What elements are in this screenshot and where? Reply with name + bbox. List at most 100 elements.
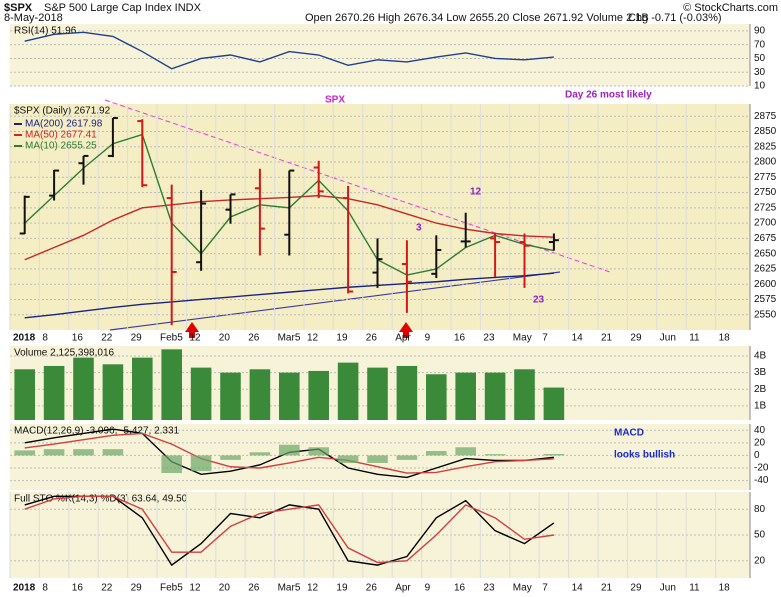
x-tick-label: 26 <box>248 333 260 344</box>
y-tick-label: 2650 <box>754 248 777 259</box>
y-tick-label: 2700 <box>754 218 777 229</box>
annotation: MACD <box>614 428 644 439</box>
x-tick-label: 9 <box>425 583 431 594</box>
x-tick-label: 18 <box>719 333 731 344</box>
y-tick-label: 2825 <box>754 141 777 152</box>
bar <box>396 365 418 420</box>
y-tick-label: 50 <box>754 53 766 64</box>
x-tick-label: May <box>513 333 532 344</box>
histogram-bar <box>426 451 447 456</box>
annotation: SPX <box>325 95 345 106</box>
histogram-bar <box>543 453 565 456</box>
y-tick-label: 80 <box>754 504 766 515</box>
line <box>24 495 555 564</box>
x-tick-label: 8 <box>42 333 48 344</box>
y-tick-label: 2725 <box>754 202 777 213</box>
y-tick-label: 50 <box>754 530 766 541</box>
bar <box>102 364 124 420</box>
x-tick-label: 11 <box>689 333 700 344</box>
x-tick-label: Mar5 <box>278 583 301 594</box>
y-tick-label: -40 <box>754 475 769 486</box>
x-tick-label: Jun <box>660 583 676 594</box>
x-tick-label: Feb5 <box>160 333 183 344</box>
trendline <box>104 99 611 273</box>
x-tick-label: 12 <box>189 333 201 344</box>
x-tick-label: 8 <box>42 583 48 594</box>
bar <box>367 367 388 420</box>
histogram-bar <box>367 455 388 463</box>
histogram-bar <box>279 444 300 456</box>
x-tick-label: 16 <box>72 333 84 344</box>
legend-label: MA(50) 2677.41 <box>25 130 97 141</box>
x-tick-label: 22 <box>101 583 113 594</box>
bar <box>132 357 153 420</box>
panel-title: Full STO %K(14,3) %D(3) 63.64, 49.50 <box>14 494 188 505</box>
x-tick-label: Jun <box>660 333 676 344</box>
x-tick-label: 29 <box>131 333 143 344</box>
histogram-bar <box>190 455 212 472</box>
y-tick-label: 4B <box>754 351 767 362</box>
annotations: SPX Day 26 most likely 3 12 23 MACD look… <box>325 90 675 461</box>
x-tick-label: 14 <box>572 333 584 344</box>
histogram-bar <box>396 455 418 460</box>
x-tick-label: 20 <box>219 333 231 344</box>
bar <box>43 365 65 420</box>
x-tick-label: 2018 <box>13 583 36 594</box>
y-tick-label: -20 <box>754 463 769 474</box>
x-tick-label: Feb5 <box>160 583 183 594</box>
panel-title: Volume 2,125,398,016 <box>14 348 115 359</box>
bar <box>543 387 565 420</box>
x-tick-label: 7 <box>542 583 548 594</box>
x-tick-label: 29 <box>630 333 642 344</box>
y-tick-label: 2575 <box>754 294 777 305</box>
symbol: $SPX <box>4 2 33 14</box>
annotation: Day 26 most likely <box>565 90 652 101</box>
y-tick-label: 2B <box>754 384 767 395</box>
y-tick-label: 30 <box>754 67 766 78</box>
annotation: 3 <box>416 223 422 234</box>
y-tick-label: 40 <box>754 425 766 436</box>
legend-label: MA(10) 2655.25 <box>25 141 97 152</box>
y-tick-label: 2750 <box>754 187 777 198</box>
y-tick-label: 2600 <box>754 279 777 290</box>
x-tick-label: 14 <box>572 583 584 594</box>
y-tick-label: 20 <box>754 555 766 566</box>
bar <box>308 370 329 420</box>
annotation: 23 <box>533 295 545 306</box>
bar <box>249 369 271 420</box>
histogram-bar <box>337 455 359 463</box>
bar <box>514 369 535 420</box>
panel-bg <box>10 24 750 86</box>
x-tick-label: 26 <box>366 583 378 594</box>
x-tick-label: 29 <box>630 583 642 594</box>
x-tick-label: 16 <box>454 583 466 594</box>
line <box>24 432 554 474</box>
annotation: looks bullish <box>614 450 675 461</box>
x-tick-label: 16 <box>72 583 84 594</box>
y-tick-label: 2875 <box>754 111 777 122</box>
index-name: S&P 500 Large Cap Index INDX <box>44 2 202 14</box>
x-tick-label: 12 <box>307 333 319 344</box>
panel-bg <box>10 104 750 330</box>
x-tick-label: 9 <box>425 333 431 344</box>
y-tick-label: 20 <box>754 437 766 448</box>
x-tick-label: 19 <box>336 333 348 344</box>
y-tick-label: 0 <box>754 450 760 461</box>
x-tick-label: 23 <box>483 333 495 344</box>
x-tick-label: 18 <box>719 583 731 594</box>
y-tick-label: 1B <box>754 401 767 412</box>
y-tick-label: 2625 <box>754 264 777 275</box>
x-tick-label: Apr <box>395 583 411 594</box>
x-tick-label: 7 <box>542 333 548 344</box>
annotation: 12 <box>470 187 482 198</box>
histogram-bar <box>249 452 271 456</box>
x-tick-label: 29 <box>131 583 143 594</box>
histogram-bar <box>14 450 35 456</box>
x-tick-label: 21 <box>601 583 613 594</box>
trendline <box>109 271 561 331</box>
bar <box>220 372 241 420</box>
x-tick-label: 2018 <box>13 333 36 344</box>
line <box>24 31 554 70</box>
histogram-bar <box>161 455 182 474</box>
